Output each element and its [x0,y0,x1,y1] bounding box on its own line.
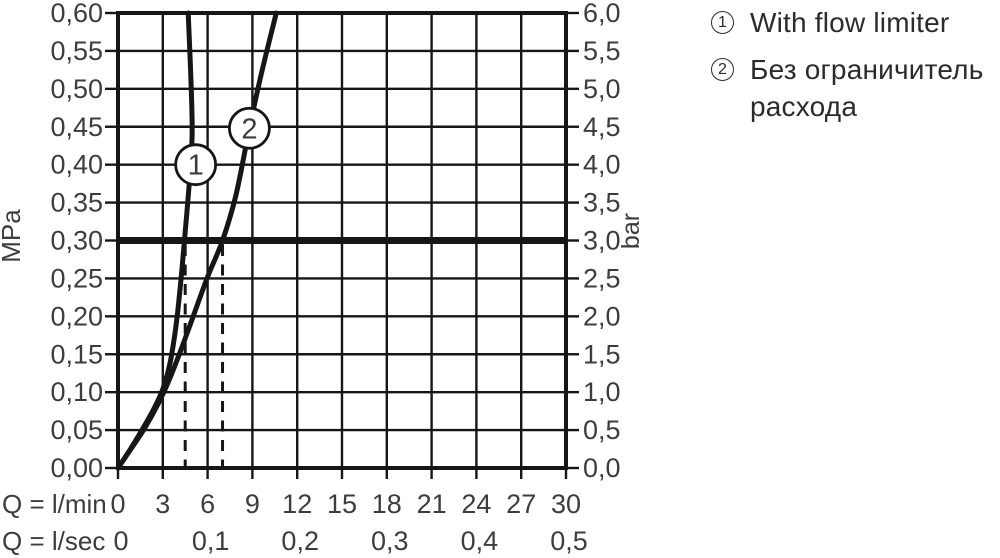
y-axis-unit-mpa: MPa [0,209,26,263]
right-tick-label: 3,0 [583,226,621,256]
x-lmin-label: 15 [327,489,357,519]
curve-marker-2-label: 2 [241,113,257,145]
left-tick-label: 0,60 [50,0,103,28]
right-tick-label: 4,0 [583,150,621,180]
x-lsec-label: 0,1 [192,526,230,556]
left-tick-label: 0,30 [50,226,103,256]
x-lmin-label: 27 [506,489,536,519]
x-lmin-label: 18 [372,489,402,519]
right-tick-label: 4,5 [583,112,621,142]
y-axis-unit-bar: bar [617,213,645,249]
x-lsec-label: 0 [113,526,128,556]
x-axis-row-label-lmin: Q = l/min [2,489,107,519]
x-lmin-label: 9 [245,489,260,519]
left-tick-label: 0,50 [50,74,103,104]
x-lsec-label: 0,4 [461,526,499,556]
x-lmin-label: 24 [461,489,491,519]
legend-label-1: With flow limiter [750,7,950,38]
right-tick-label: 0,0 [583,453,621,483]
legend-label-2-line-1: Без ограничитель [750,54,984,85]
x-lmin-label: 30 [551,489,581,519]
left-tick-label: 0,20 [50,301,103,331]
x-axis-row-label-lsec: Q = l/sec [2,526,105,556]
right-tick-label: 6,0 [583,0,621,28]
x-lmin-label: 21 [417,489,447,519]
right-tick-label: 1,5 [583,339,621,369]
left-tick-label: 0,45 [50,112,103,142]
right-tick-label: 5,0 [583,74,621,104]
legend-item-2: 2 Без ограничитель расхода [711,51,984,125]
legend-label-2-line-2: расхода [750,91,858,122]
left-tick-label: 0,40 [50,150,103,180]
right-tick-label: 3,5 [583,188,621,218]
x-lsec-label: 0,2 [281,526,319,556]
x-lmin-label: 0 [110,489,125,519]
left-tick-label: 0,55 [50,36,103,66]
pressure-flow-chart: 0,600,550,500,450,400,350,300,250,200,15… [0,0,645,556]
legend-number-2-icon: 2 [711,58,734,81]
right-tick-label: 2,5 [583,263,621,293]
x-lmin-label: 3 [155,489,170,519]
curve-marker-1-icon [174,143,218,187]
left-tick-label: 0,15 [50,339,103,369]
left-tick-label: 0,00 [50,453,103,483]
curve-marker-2-icon [228,106,271,150]
x-lmin-label: 6 [200,489,215,519]
legend-number-1-icon: 1 [711,11,734,34]
x-lsec-label: 0,3 [371,526,409,556]
legend-label-2: Без ограничитель расхода [750,51,984,125]
left-tick-label: 0,10 [50,377,103,407]
right-tick-label: 5,5 [583,36,621,66]
x-lmin-label: 12 [282,489,312,519]
left-tick-label: 0,25 [50,263,103,293]
right-tick-label: 1,0 [583,377,621,407]
right-tick-label: 2,0 [583,301,621,331]
left-tick-label: 0,05 [50,415,103,445]
right-tick-label: 0,5 [583,415,621,445]
x-lsec-label: 0,5 [550,526,588,556]
left-tick-label: 0,35 [50,188,103,218]
chart-legend: 1 With flow limiter 2 Без ограничитель ра… [711,4,984,135]
legend-item-1: 1 With flow limiter [711,4,984,41]
curve-marker-1-label: 1 [188,150,204,182]
